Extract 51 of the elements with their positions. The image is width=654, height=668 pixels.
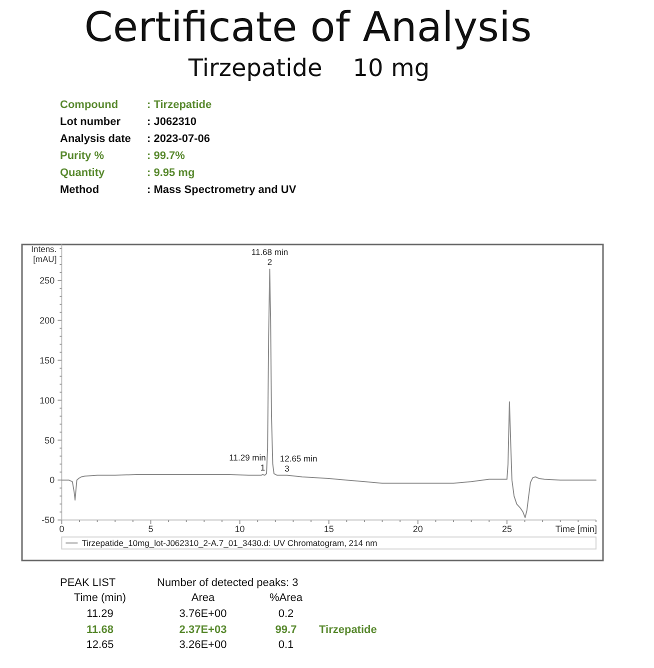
text: : J062310 bbox=[147, 116, 197, 128]
text: Purity % bbox=[60, 150, 104, 162]
chart-title: Certificate of Analysis bbox=[84, 3, 532, 51]
text: Quantity bbox=[60, 167, 106, 179]
chart-subtitle: Tirzepatide 10 mg bbox=[187, 54, 430, 82]
text: 0.1 bbox=[278, 639, 294, 651]
text: Tirzepatide bbox=[319, 624, 377, 636]
text: : 99.7% bbox=[147, 150, 186, 162]
text: Time (min) bbox=[74, 592, 126, 604]
x-tick-label: 10 bbox=[234, 524, 245, 534]
annotation: 12.65 min bbox=[280, 453, 318, 464]
text: Compound bbox=[60, 99, 118, 111]
annotation: 2 bbox=[267, 257, 272, 268]
y-tick-label: 200 bbox=[40, 316, 55, 326]
y-tick-label: -50 bbox=[42, 515, 55, 526]
text: 3.76E+00 bbox=[179, 608, 227, 620]
text: : Tirzepatide bbox=[147, 99, 212, 111]
legend-label: Tirzepatide_10mg_lot-J062310_2-A.7_01_3430.d: UV Chromatogram, 214 nm bbox=[82, 538, 378, 548]
text: Area bbox=[191, 592, 216, 604]
text: 3.26E+00 bbox=[179, 639, 227, 651]
text: %Area bbox=[269, 592, 304, 604]
y-tick-label: 50 bbox=[44, 435, 55, 446]
x-tick-label: 5 bbox=[148, 524, 154, 534]
x-tick-label: 0 bbox=[59, 524, 64, 534]
text: 11.29 bbox=[86, 608, 114, 620]
y-tick-label: 100 bbox=[40, 395, 55, 406]
text: Analysis date bbox=[60, 133, 131, 145]
text: PEAK LIST bbox=[60, 577, 116, 589]
annotation: 1 bbox=[260, 462, 266, 472]
text: Lot number bbox=[60, 116, 122, 128]
y-tick-label: 150 bbox=[40, 355, 55, 366]
text: 99.7 bbox=[275, 624, 297, 636]
text: 0.2 bbox=[278, 608, 294, 620]
text: Number of detected peaks: 3 bbox=[157, 577, 298, 589]
text: 11.68 bbox=[86, 624, 114, 636]
y-axis-title: Intens. [mAU] bbox=[31, 244, 57, 264]
x-tick-label: 20 bbox=[412, 524, 423, 534]
text: : 2023-07-06 bbox=[147, 133, 210, 145]
annotation: 11.68 min bbox=[251, 247, 288, 258]
text: : 9.95 mg bbox=[147, 167, 195, 179]
text: : Mass Spectrometry and UV bbox=[147, 184, 297, 196]
annotation: 11.29 min bbox=[229, 452, 266, 462]
text: 12.65 bbox=[86, 639, 114, 651]
x-tick-label: 15 bbox=[324, 524, 334, 534]
x-axis-title: Time [min] bbox=[555, 524, 597, 534]
x-tick-label: 25 bbox=[502, 524, 512, 534]
y-tick-label: 250 bbox=[40, 276, 55, 286]
text: Method bbox=[60, 184, 100, 196]
y-tick-label: 0 bbox=[50, 475, 55, 486]
text: 2.37E+03 bbox=[179, 624, 227, 636]
annotation: 3 bbox=[284, 463, 290, 474]
